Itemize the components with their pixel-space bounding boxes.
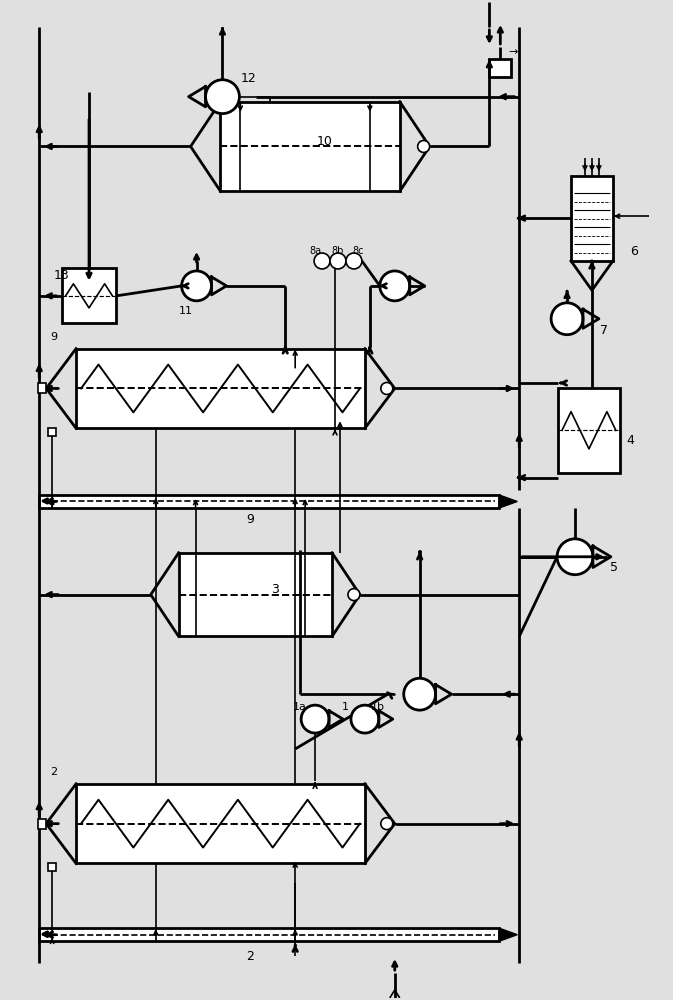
Circle shape bbox=[301, 705, 329, 733]
Circle shape bbox=[205, 80, 240, 114]
Text: 1: 1 bbox=[341, 702, 349, 712]
Text: 9: 9 bbox=[50, 332, 58, 342]
Bar bbox=[571, 176, 613, 261]
Bar bbox=[489, 59, 511, 77]
Circle shape bbox=[348, 589, 360, 601]
Text: 10: 10 bbox=[317, 135, 333, 148]
Circle shape bbox=[381, 818, 393, 830]
Polygon shape bbox=[499, 928, 518, 941]
Text: →: → bbox=[509, 47, 518, 57]
Text: 11: 11 bbox=[178, 306, 192, 316]
Bar bbox=[558, 388, 620, 473]
Bar bbox=[39, 928, 499, 941]
Circle shape bbox=[551, 303, 583, 335]
Circle shape bbox=[346, 253, 362, 269]
Circle shape bbox=[418, 140, 429, 152]
Bar bbox=[48, 428, 56, 436]
Text: 7: 7 bbox=[600, 324, 608, 337]
Bar bbox=[48, 863, 56, 871]
Bar bbox=[178, 553, 332, 636]
Text: 4: 4 bbox=[627, 434, 635, 447]
Text: 1a: 1a bbox=[293, 702, 307, 712]
Text: 8a: 8a bbox=[309, 246, 321, 256]
Text: 8b: 8b bbox=[332, 246, 344, 256]
Bar bbox=[38, 819, 46, 829]
Circle shape bbox=[314, 253, 330, 269]
Circle shape bbox=[557, 539, 593, 575]
Text: 2: 2 bbox=[50, 767, 58, 777]
Circle shape bbox=[381, 382, 393, 394]
Circle shape bbox=[351, 705, 379, 733]
Text: 5: 5 bbox=[610, 561, 618, 574]
Bar bbox=[39, 495, 499, 508]
Bar bbox=[62, 268, 116, 323]
Text: 6: 6 bbox=[630, 245, 638, 258]
Bar bbox=[76, 349, 365, 428]
Text: 3: 3 bbox=[271, 583, 279, 596]
Text: 2: 2 bbox=[246, 950, 254, 963]
Circle shape bbox=[380, 271, 410, 301]
Bar bbox=[221, 102, 400, 191]
Bar bbox=[76, 784, 365, 863]
Circle shape bbox=[404, 678, 435, 710]
Text: 13: 13 bbox=[53, 269, 69, 282]
Bar bbox=[38, 383, 46, 393]
Text: 1b: 1b bbox=[371, 702, 385, 712]
Text: 8c: 8c bbox=[352, 246, 363, 256]
Polygon shape bbox=[499, 495, 518, 508]
Text: 9: 9 bbox=[246, 513, 254, 526]
Text: 12: 12 bbox=[240, 72, 256, 85]
Circle shape bbox=[330, 253, 346, 269]
Circle shape bbox=[182, 271, 211, 301]
